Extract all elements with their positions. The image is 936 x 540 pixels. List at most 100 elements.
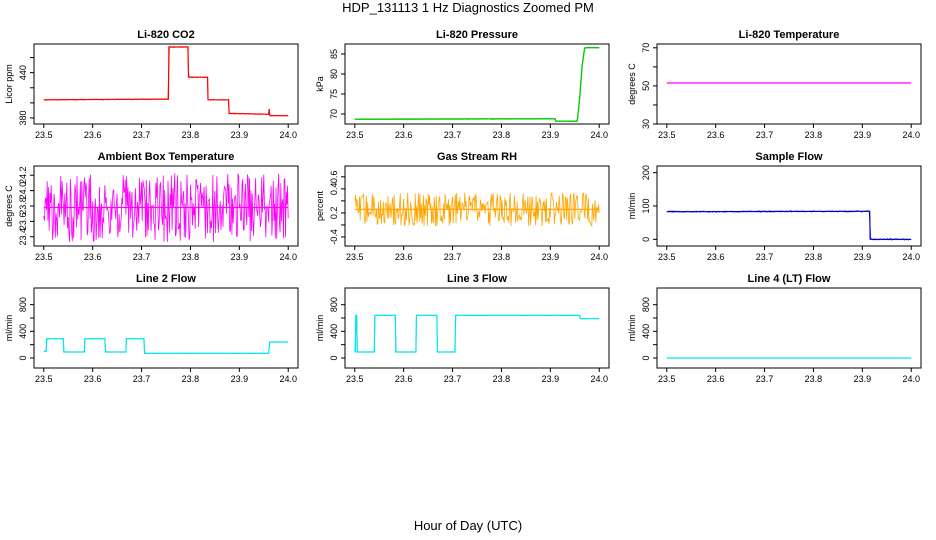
- plot-frame: [33, 43, 299, 125]
- panel-7: Line 2 Flow ml/min 23.5 23.6 23.7 23.8 23.9 24.…: [4, 273, 299, 384]
- y-tick-label: 50: [641, 81, 651, 91]
- series-line: [354, 46, 600, 123]
- x-tick-label: 23.8: [182, 130, 200, 140]
- series-line-steps: [666, 210, 912, 240]
- y-tick-label: 800: [329, 297, 339, 312]
- series-line: [43, 338, 289, 355]
- panel-title: Sample Flow: [755, 151, 823, 163]
- x-tick-label: 24.0: [279, 252, 297, 262]
- x-tick-label: 23.5: [346, 374, 364, 384]
- y-tick-label: 70: [641, 43, 651, 53]
- panel-8: Line 3 Flow ml/min 23.5 23.6 23.7 23.8 23.9 24.…: [315, 273, 610, 384]
- x-tick-label: 23.6: [707, 130, 725, 140]
- series-line: [666, 210, 912, 241]
- panel-title: Line 2 Flow: [136, 273, 196, 285]
- x-tick-label: 23.7: [133, 130, 151, 140]
- x-tick-label: 23.6: [395, 252, 413, 262]
- plot-frame: [656, 165, 922, 247]
- x-tick-label: 23.7: [444, 374, 462, 384]
- series-line-steps: [43, 338, 289, 354]
- y-tick-label: 23.4: [18, 228, 28, 246]
- plot-frame: [33, 287, 299, 369]
- x-tick-label: 23.9: [542, 130, 560, 140]
- y-tick-label: -0.4: [329, 229, 339, 245]
- x-tick-label: 23.5: [658, 252, 676, 262]
- panel-title: Line 4 (LT) Flow: [748, 273, 831, 285]
- y-tick-label: 24.2: [18, 166, 28, 184]
- x-tick-label: 23.6: [84, 374, 102, 384]
- x-tick-label: 23.9: [854, 374, 872, 384]
- page-title: HDP_131113 1 Hz Diagnostics Zoomed PM: [342, 0, 594, 15]
- panel-title: Gas Stream RH: [437, 151, 517, 163]
- plot-frame: [656, 287, 922, 369]
- x-tick-label: 24.0: [279, 374, 297, 384]
- y-tick-label: 0.6: [329, 171, 339, 184]
- y-tick-label: 800: [641, 297, 651, 312]
- y-tick-label: 0: [18, 355, 28, 360]
- x-tick-label: 23.5: [35, 130, 53, 140]
- series-line: [354, 192, 600, 227]
- y-tick-label: 0: [329, 355, 339, 360]
- y-axis-label: ml/min: [627, 315, 637, 342]
- y-axis-label: ml/min: [315, 315, 325, 342]
- panel-title: Ambient Box Temperature: [98, 151, 235, 163]
- x-tick-label: 24.0: [279, 130, 297, 140]
- x-tick-label: 24.0: [902, 130, 920, 140]
- x-tick-label: 23.9: [231, 252, 249, 262]
- y-tick-label: 200: [641, 165, 651, 180]
- x-tick-label: 23.5: [658, 130, 676, 140]
- y-tick-label: 23.8: [18, 197, 28, 215]
- x-tick-label: 23.7: [444, 130, 462, 140]
- x-tick-label: 23.9: [231, 130, 249, 140]
- x-tick-label: 23.9: [854, 130, 872, 140]
- x-tick-label: 23.7: [444, 252, 462, 262]
- series-line: [43, 46, 289, 117]
- x-tick-label: 23.9: [542, 252, 560, 262]
- series-line-steps: [354, 314, 600, 353]
- y-tick-label: 400: [329, 324, 339, 339]
- plot-frame: [344, 165, 610, 247]
- panel-1: Li-820 CO2 Licor ppm 23.5 23.6 23.7 23.8 23.9 2…: [4, 29, 299, 140]
- x-tick-label: 23.6: [84, 252, 102, 262]
- x-tick-label: 23.5: [346, 130, 364, 140]
- y-tick-label: 800: [18, 297, 28, 312]
- x-tick-label: 23.7: [756, 252, 774, 262]
- x-tick-label: 24.0: [590, 374, 608, 384]
- panel-title: Li-820 Temperature: [739, 29, 840, 41]
- x-tick-label: 23.9: [542, 374, 560, 384]
- series-line: [354, 314, 600, 354]
- y-tick-label: 400: [641, 324, 651, 339]
- x-tick-label: 24.0: [590, 252, 608, 262]
- y-tick-label: 0: [641, 355, 651, 360]
- x-tick-label: 23.8: [805, 130, 823, 140]
- y-tick-label: 30: [641, 119, 651, 129]
- plot-frame: [344, 287, 610, 369]
- y-axis-label: percent: [315, 190, 325, 221]
- x-tick-label: 23.7: [756, 374, 774, 384]
- x-tick-label: 23.9: [231, 374, 249, 384]
- x-tick-label: 24.0: [590, 130, 608, 140]
- panel-4: Ambient Box Temperature degrees C 23.5 23.6…: [4, 151, 299, 262]
- series-line: [43, 173, 289, 242]
- x-tick-label: 23.7: [756, 130, 774, 140]
- x-tick-label: 23.9: [854, 252, 872, 262]
- x-axis-label: Hour of Day (UTC): [413, 518, 523, 533]
- y-axis-label: kPa: [315, 76, 325, 92]
- x-tick-label: 23.8: [182, 252, 200, 262]
- y-axis-label: degrees C: [627, 63, 637, 105]
- x-tick-label: 23.6: [84, 130, 102, 140]
- y-tick-label: 400: [18, 324, 28, 339]
- y-axis-label: ml/min: [627, 193, 637, 220]
- y-tick-label: 75: [329, 89, 339, 99]
- panel-9: Line 4 (LT) Flow ml/min 23.5 23.6 23.7 23.8 23…: [627, 273, 922, 384]
- y-tick-label: 85: [329, 49, 339, 59]
- x-tick-label: 23.5: [346, 252, 364, 262]
- panel-5: Gas Stream RH percent 23.5 23.6 23.7 23.8 23.9…: [315, 151, 610, 262]
- plot-frame: [656, 43, 922, 125]
- plot-frame: [344, 43, 610, 125]
- y-tick-label: 24.0: [18, 182, 28, 200]
- x-tick-label: 23.8: [805, 252, 823, 262]
- x-tick-label: 23.7: [133, 252, 151, 262]
- x-tick-label: 23.6: [395, 130, 413, 140]
